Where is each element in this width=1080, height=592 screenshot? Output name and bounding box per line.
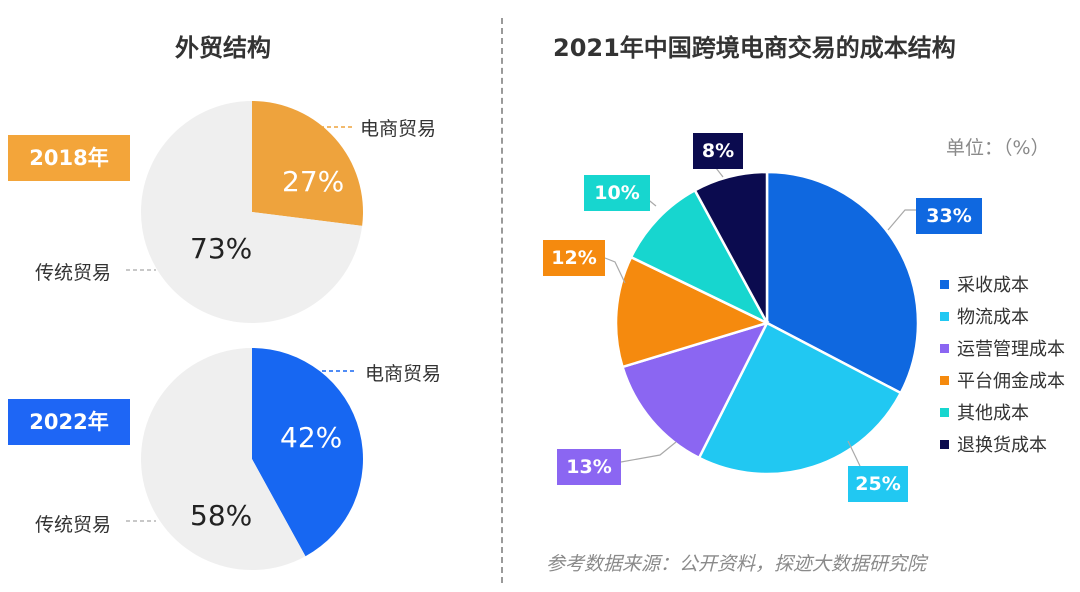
ecommerce-pct-2022: 42% <box>280 421 343 454</box>
pie-2022-slice-0 <box>252 348 363 557</box>
ecommerce-pct-2018: 27% <box>282 165 345 198</box>
year-badge-2018: 2018年 <box>8 135 130 181</box>
legend-label: 平台佣金成本 <box>957 371 1065 392</box>
cost-pie-slice-3 <box>614 255 771 369</box>
traditional-label-2018: 传统贸易 <box>35 262 112 284</box>
legend-item-other: 其他成本 <box>940 396 1065 428</box>
year-badge-2022: 2022年 <box>8 399 130 445</box>
legend-swatch <box>940 279 949 289</box>
traditional-label-2022: 传统贸易 <box>35 514 112 536</box>
leader-line-5 <box>715 167 724 178</box>
pie-2018-slice-1 <box>140 101 363 323</box>
legend-swatch <box>940 407 949 417</box>
legend-swatch <box>940 343 949 353</box>
tag-operation: 13% <box>557 449 621 485</box>
cost-pie-slice-4 <box>629 188 770 326</box>
leader-line-3 <box>604 257 626 284</box>
tag-other: 10% <box>584 175 650 211</box>
leader-line-2 <box>620 441 677 463</box>
legend-swatch <box>940 311 949 321</box>
legend-item-return: 退换货成本 <box>940 428 1065 460</box>
legend-label: 退换货成本 <box>957 435 1047 456</box>
cost-pie-slice-0 <box>765 170 920 395</box>
data-source: 参考数据来源：公开资料，探迹大数据研究院 <box>546 553 927 575</box>
tag-platform: 12% <box>543 240 605 276</box>
pie-2018-slice-0 <box>252 101 363 226</box>
legend-swatch <box>940 375 949 385</box>
legend-swatch <box>940 439 949 449</box>
legend-label: 运营管理成本 <box>957 339 1065 360</box>
legend-label: 采收成本 <box>957 275 1029 296</box>
leader-line-0 <box>887 209 916 231</box>
leader-line-1 <box>847 440 861 467</box>
legend: 采收成本 物流成本 运营管理成本 平台佣金成本 其他成本 退换货成本 <box>940 268 1065 460</box>
legend-item-purchase: 采收成本 <box>940 268 1065 300</box>
legend-item-logistics: 物流成本 <box>940 300 1065 332</box>
legend-item-operation: 运营管理成本 <box>940 332 1065 364</box>
tag-logistics: 25% <box>848 466 908 502</box>
cost-pie-slice-1 <box>697 321 903 476</box>
traditional-pct-2022: 58% <box>190 499 253 532</box>
cost-pie-slice-5 <box>693 170 769 324</box>
ecommerce-label-2018: 电商贸易 <box>360 118 437 140</box>
ecommerce-label-2022: 电商贸易 <box>365 363 442 385</box>
panel-divider <box>501 18 503 583</box>
tag-return: 8% <box>693 133 743 169</box>
traditional-pct-2018: 73% <box>190 232 253 265</box>
legend-label: 其他成本 <box>957 403 1029 424</box>
pie-2022-slice-1 <box>141 348 306 571</box>
unit-label: 单位：（%） <box>946 137 1050 159</box>
legend-item-platform: 平台佣金成本 <box>940 364 1065 396</box>
right-title: 2021年中国跨境电商交易的成本结构 <box>553 34 956 62</box>
legend-label: 物流成本 <box>957 307 1029 328</box>
tag-purchase: 33% <box>916 198 982 234</box>
left-title: 外贸结构 <box>175 34 271 62</box>
